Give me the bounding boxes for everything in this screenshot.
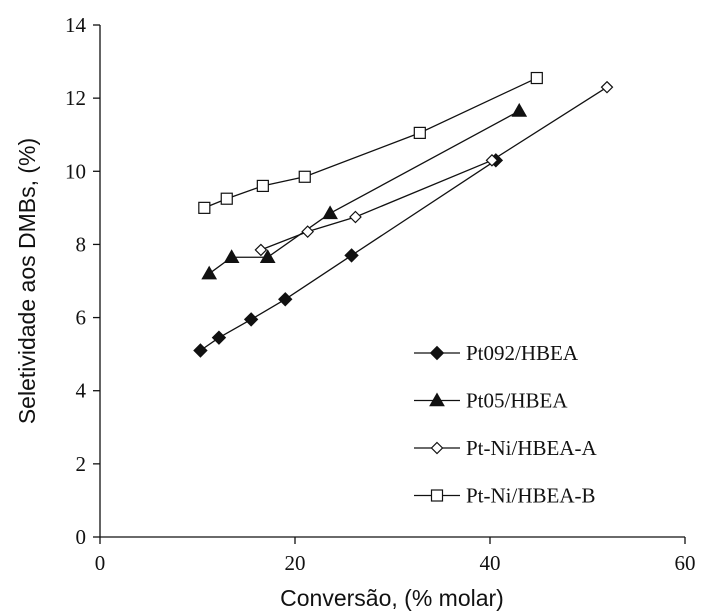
series-line [204,77,538,209]
y-tick-label: 8 [76,232,87,256]
series-Pt-Ni/HBEA-A [254,80,614,257]
legend-marker [430,441,444,455]
data-point [349,210,362,224]
data-point [298,170,311,183]
y-tick-label: 6 [76,306,87,330]
data-point [600,80,614,94]
data-point [413,126,426,139]
data-point [301,225,315,238]
data-point [193,343,208,358]
legend-item: Pt-Ni/HBEA-A [414,436,598,460]
legend-item: Pt092/HBEA [414,341,579,365]
y-tick-label: 10 [65,159,86,183]
axes [99,25,685,538]
data-point [201,265,218,280]
x-tick-label: 40 [480,551,501,575]
data-point [223,249,240,263]
legend-marker [429,345,445,361]
data-point [256,179,269,193]
x-tick-label: 60 [675,551,696,575]
data-point [220,192,233,205]
y-tick-label: 4 [76,379,87,403]
y-tick-label: 2 [76,452,87,476]
legend-label: Pt-Ni/HBEA-A [466,436,598,460]
data-point [530,71,543,85]
data-point [278,292,293,307]
series-Pt092/HBEA [193,153,504,358]
x-axis-title: Conversão, (% molar) [280,585,504,611]
data-point [322,205,338,220]
y-tick-label: 12 [65,86,86,110]
ticks: 0 20 40 60 0 2 4 6 8 10 12 14 [65,13,696,575]
legend-label: Pt-Ni/HBEA-B [466,484,596,508]
legend-label: Pt05/HBEA [466,389,568,413]
series-layer [193,71,614,358]
data-point [344,248,359,263]
data-point [254,243,268,257]
data-point [485,153,499,167]
data-point [243,312,259,327]
data-point [511,102,528,117]
legend: Pt092/HBEA Pt05/HBEA Pt-Ni/HBEA-A Pt-Ni/HBE… [414,341,598,508]
y-tick-label: 0 [76,525,87,549]
data-point [211,330,227,345]
y-tick-label: 14 [65,13,87,37]
data-point [198,201,211,214]
legend-marker [430,489,444,502]
y-axis-title: Seletividade aos DMBs, (%) [14,138,40,424]
legend-marker [429,392,445,407]
legend-item: Pt-Ni/HBEA-B [414,484,596,508]
x-tick-label: 20 [285,551,306,575]
x-tick-label: 0 [95,551,106,575]
series-Pt05/HBEA [201,102,528,280]
data-point [259,249,276,263]
series-Pt-Ni/HBEA-B [198,71,543,214]
legend-item: Pt05/HBEA [414,389,568,413]
legend-label: Pt092/HBEA [466,341,579,365]
